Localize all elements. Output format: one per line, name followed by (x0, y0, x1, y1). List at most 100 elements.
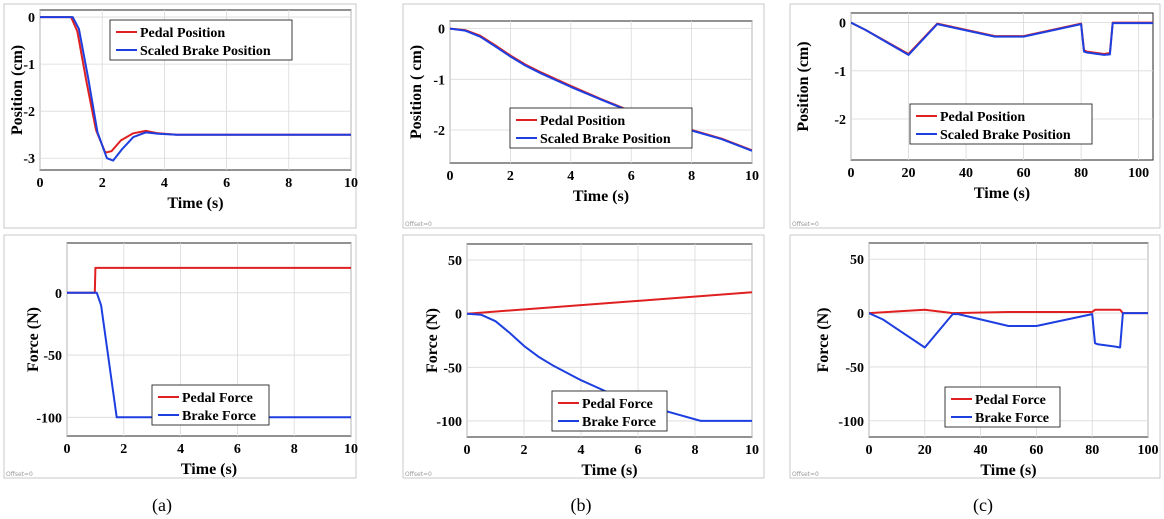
y-axis-label: Force (N) (424, 308, 441, 373)
y-tick-label: -50 (43, 349, 62, 364)
x-axis-label: Time (s) (581, 462, 637, 479)
x-tick-label: 4 (567, 169, 574, 184)
y-tick-label: -100 (838, 415, 864, 430)
x-tick-label: 8 (285, 176, 292, 191)
y-axis-label: Position (cm) (9, 45, 26, 135)
x-tick-label: 0 (464, 443, 471, 458)
grid (868, 243, 1149, 437)
legend-box (944, 386, 1061, 428)
legend: Pedal Force Brake Force (551, 390, 668, 432)
x-tick-label: 4 (177, 442, 184, 457)
x-tick-label: 6 (635, 443, 642, 458)
y-tick-label: -100 (436, 415, 462, 430)
y-tick-label: -2 (834, 113, 846, 128)
chart-c-position: Offset=0 0 20 40 60 80 100 0 -1 -2 Time (s) Positio… (789, 3, 1161, 229)
series-line-brake (851, 21, 1153, 56)
series-line-brake (40, 16, 351, 162)
series-lines (40, 16, 351, 162)
y-tick-label: -1 (23, 58, 35, 73)
x-tick-label: 60 (1029, 443, 1043, 458)
legend-box (909, 103, 1093, 145)
y-tick-label: -50 (443, 361, 462, 376)
x-tick-label: 4 (578, 443, 585, 458)
y-tick-label: 50 (448, 254, 462, 269)
y-tick-label: 0 (455, 308, 462, 323)
x-tick-label: 10 (745, 169, 759, 184)
caption-b: (b) (571, 495, 592, 516)
legend-label: Brake Force (182, 409, 256, 424)
x-tick-label: 10 (344, 176, 358, 191)
y-tick-label: -1 (433, 73, 445, 88)
y-axis-label: Force (N) (815, 308, 832, 373)
x-tick-label: 8 (688, 169, 695, 184)
legend: Pedal Position Scaled Brake Position (109, 19, 293, 61)
x-tick-label: 80 (1074, 166, 1088, 181)
legend-box (551, 390, 668, 432)
legend-label: Scaled Brake Position (140, 44, 271, 59)
legend-label: Brake Force (975, 411, 1049, 426)
legend: Pedal Position Scaled Brake Position (509, 107, 693, 149)
chart-c-force: Offset=0 0 20 40 60 80 100 50 0 -50 -100 Time (s) Fo… (789, 234, 1161, 479)
x-tick-label: 0 (64, 442, 71, 457)
legend-label: Pedal Force (582, 397, 653, 412)
x-tick-label: 0 (447, 169, 454, 184)
x-tick-label: 6 (234, 442, 241, 457)
series-line-brake (869, 312, 1148, 349)
x-tick-label: 10 (745, 443, 759, 458)
y-tick-label: -100 (36, 411, 62, 426)
y-tick-label: 0 (438, 23, 445, 38)
y-tick-label: -50 (845, 361, 864, 376)
x-tick-label: 40 (974, 443, 988, 458)
x-tick-label: 2 (507, 169, 514, 184)
series-lines (851, 21, 1153, 56)
x-tick-label: 6 (628, 169, 635, 184)
x-axis-label: Time (s) (181, 461, 237, 478)
offset-label: Offset=0 (6, 471, 33, 478)
x-tick-label: 80 (1085, 443, 1099, 458)
y-tick-label: 0 (839, 17, 846, 32)
x-tick-label: 20 (902, 166, 916, 181)
legend-box (151, 384, 270, 426)
caption-c: (c) (973, 495, 993, 516)
y-tick-label: -2 (23, 105, 35, 120)
offset-label: Offset=0 (792, 471, 819, 478)
offset-label: Offset=0 (405, 471, 432, 478)
chart-a-force: Offset=0 0 2 4 6 8 10 0 -50 -100 Time (s) Force (N)… (3, 234, 358, 479)
x-tick-label: 100 (1138, 443, 1159, 458)
x-tick-label: 2 (99, 176, 106, 191)
y-tick-label: 0 (28, 11, 35, 26)
x-tick-label: 0 (37, 176, 44, 191)
y-tick-label: -3 (23, 152, 35, 167)
x-tick-label: 0 (866, 443, 873, 458)
legend: Pedal Force Brake Force (151, 384, 270, 426)
legend-label: Scaled Brake Position (540, 132, 671, 147)
series-line-pedal (467, 291, 752, 315)
y-tick-label: -1 (834, 65, 846, 80)
legend-label: Brake Force (582, 415, 656, 430)
legend-box (509, 107, 693, 149)
x-tick-label: 10 (344, 442, 358, 457)
legend-label: Pedal Position (140, 26, 225, 41)
grid (850, 13, 1153, 160)
x-tick-label: 0 (848, 166, 855, 181)
legend-label: Pedal Position (540, 114, 625, 129)
legend: Pedal Position Scaled Brake Position (909, 103, 1093, 145)
legend-label: Pedal Force (182, 391, 253, 406)
x-axis-label: Time (s) (974, 185, 1030, 202)
y-tick-label: 0 (55, 287, 62, 302)
offset-label: Offset=0 (405, 221, 432, 228)
y-tick-label: 50 (850, 253, 864, 268)
x-tick-label: 8 (291, 442, 298, 457)
offset-label: Offset=0 (792, 221, 819, 228)
y-tick-label: -2 (433, 124, 445, 139)
series-line-pedal (869, 308, 1148, 315)
x-tick-label: 6 (223, 176, 230, 191)
x-tick-label: 100 (1128, 166, 1149, 181)
y-tick-label: 0 (857, 307, 864, 322)
y-axis-label: Force (N) (25, 307, 42, 372)
caption-a: (a) (152, 495, 172, 516)
legend-label: Pedal Force (975, 393, 1046, 408)
x-tick-label: 8 (692, 443, 699, 458)
